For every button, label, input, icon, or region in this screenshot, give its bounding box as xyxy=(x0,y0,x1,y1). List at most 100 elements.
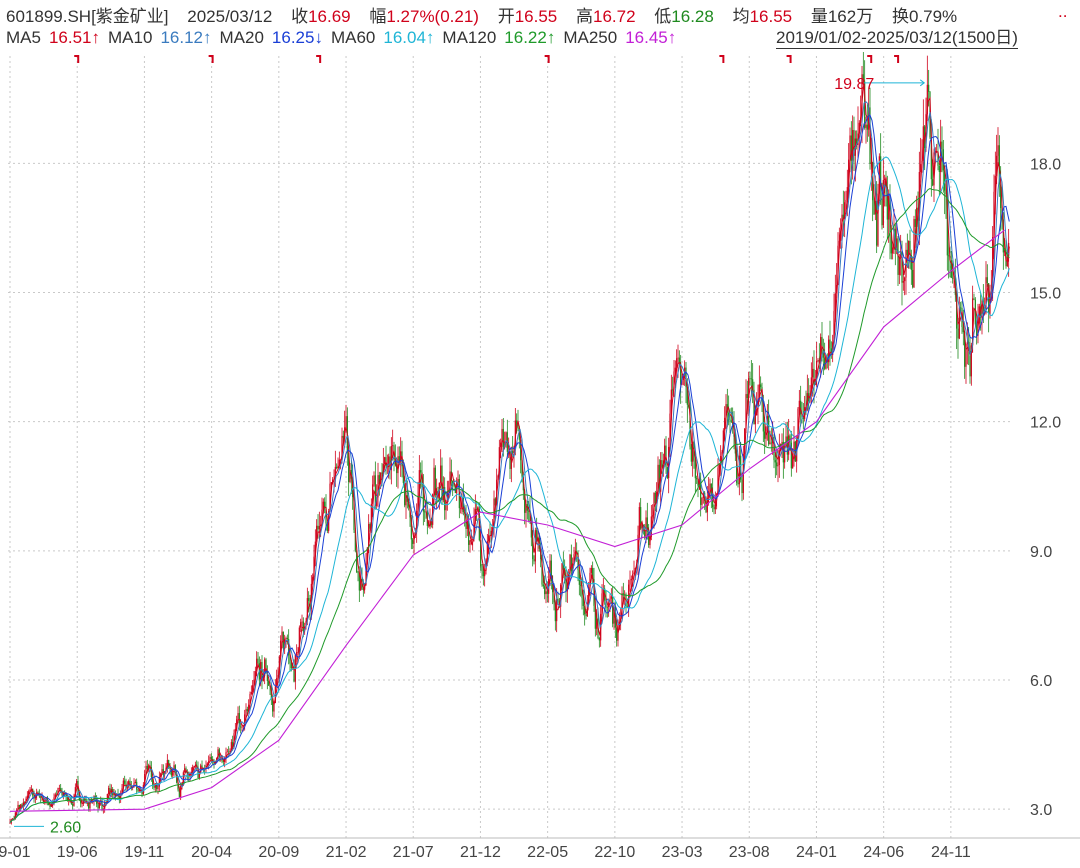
candle-body xyxy=(9,822,11,824)
candlestick-chart[interactable]: 3.0 6.0 9.0 12.0 15.0 18.0 19-01 19-06 19-11 20-… xyxy=(0,52,1080,868)
candle-body xyxy=(916,207,918,227)
candle-body xyxy=(453,484,455,486)
candle-body xyxy=(729,419,731,421)
candle-body xyxy=(633,572,635,575)
candle-body xyxy=(76,780,78,788)
candle-body xyxy=(74,787,76,796)
candle-body xyxy=(158,777,160,787)
candle-body xyxy=(601,593,603,614)
candle-body xyxy=(26,795,28,799)
date-range-selector[interactable]: 2019/01/02-2025/03/12(1500日) xyxy=(776,28,1018,49)
open-value: 16.55 xyxy=(514,7,558,26)
candle-body xyxy=(662,464,664,468)
candle-body xyxy=(736,453,738,483)
candle-body xyxy=(460,507,462,509)
candle-body xyxy=(754,415,756,425)
candle-body xyxy=(365,563,367,585)
candle-body xyxy=(20,804,22,809)
candle-body xyxy=(672,389,674,391)
candle-body xyxy=(974,299,976,325)
y-tick-label: 9.0 xyxy=(1030,544,1052,561)
candle-body xyxy=(60,788,62,791)
candle-body xyxy=(980,306,982,318)
candle-body xyxy=(928,84,930,92)
candle-body xyxy=(788,435,790,455)
candle-body xyxy=(145,765,147,774)
candle-body xyxy=(853,129,855,156)
candle-body xyxy=(234,728,236,734)
candle-body xyxy=(589,572,591,588)
candle-body xyxy=(517,427,519,429)
candle-body xyxy=(201,765,203,768)
candle-body xyxy=(886,186,888,220)
candle-body xyxy=(657,464,659,492)
candle-body xyxy=(970,345,972,377)
candle-body xyxy=(884,178,886,181)
candle-body xyxy=(554,602,556,622)
candle-body xyxy=(121,788,123,795)
candle-body xyxy=(738,455,740,485)
candle-body xyxy=(452,481,454,485)
candle-body xyxy=(654,492,656,504)
candle-body xyxy=(370,503,372,529)
candle-body xyxy=(629,580,631,585)
candle-body xyxy=(528,510,530,512)
candle-body xyxy=(473,518,475,540)
candle-body xyxy=(961,307,963,327)
candle-body xyxy=(862,74,864,82)
candle-body xyxy=(262,675,264,681)
candle-body xyxy=(680,363,682,385)
candle-body xyxy=(28,791,30,796)
y-axis: 3.0 6.0 9.0 12.0 15.0 18.0 xyxy=(1030,156,1061,819)
candle-body xyxy=(678,357,680,364)
candle-body xyxy=(682,377,684,381)
candle-body xyxy=(945,190,947,195)
candle-body xyxy=(901,251,903,283)
candle-body xyxy=(710,483,712,494)
candle-body xyxy=(750,378,752,380)
candle-body xyxy=(866,124,868,130)
candle-body xyxy=(864,81,866,128)
x-tick-label: 19-01 xyxy=(0,844,31,861)
candle-body xyxy=(445,502,447,511)
candle-body xyxy=(146,765,148,770)
candle-body xyxy=(926,84,928,115)
more-menu-button[interactable]: .. xyxy=(1058,2,1068,21)
stock-code[interactable]: 601899.SH[紫金矿业] xyxy=(6,7,169,26)
ma250-line xyxy=(9,229,1005,812)
candle-body xyxy=(481,566,483,572)
candle-body xyxy=(21,804,23,807)
candle-body xyxy=(824,357,826,369)
candle-body xyxy=(577,552,579,571)
candle-body xyxy=(933,152,935,186)
candle-body xyxy=(232,742,234,748)
candle-body xyxy=(286,637,288,640)
event-marker-icon xyxy=(719,55,725,63)
candle-body xyxy=(986,277,988,284)
candle-body xyxy=(969,350,971,377)
candle-body xyxy=(877,193,879,246)
candle-body xyxy=(302,621,304,632)
candle-body xyxy=(792,455,794,469)
y-tick-label: 12.0 xyxy=(1030,415,1061,432)
candle-body xyxy=(690,446,692,462)
candle-body xyxy=(962,326,964,333)
candle-body xyxy=(876,200,878,246)
candle-body xyxy=(845,199,847,203)
candle-body xyxy=(197,766,199,778)
candle-body xyxy=(673,371,675,390)
candle-body xyxy=(330,482,332,484)
candle-body xyxy=(850,135,852,161)
candle-body xyxy=(753,389,755,425)
candle-body xyxy=(985,277,987,313)
candle-body xyxy=(885,178,887,187)
avg-value: 16.55 xyxy=(749,7,793,26)
candle-body xyxy=(501,428,503,443)
candle-body xyxy=(380,472,382,484)
candle-body xyxy=(22,802,24,807)
candle-body xyxy=(640,507,642,529)
candle-body xyxy=(737,482,739,485)
candle-body xyxy=(169,768,171,770)
candle-body xyxy=(377,475,379,498)
candle-body xyxy=(518,427,520,440)
